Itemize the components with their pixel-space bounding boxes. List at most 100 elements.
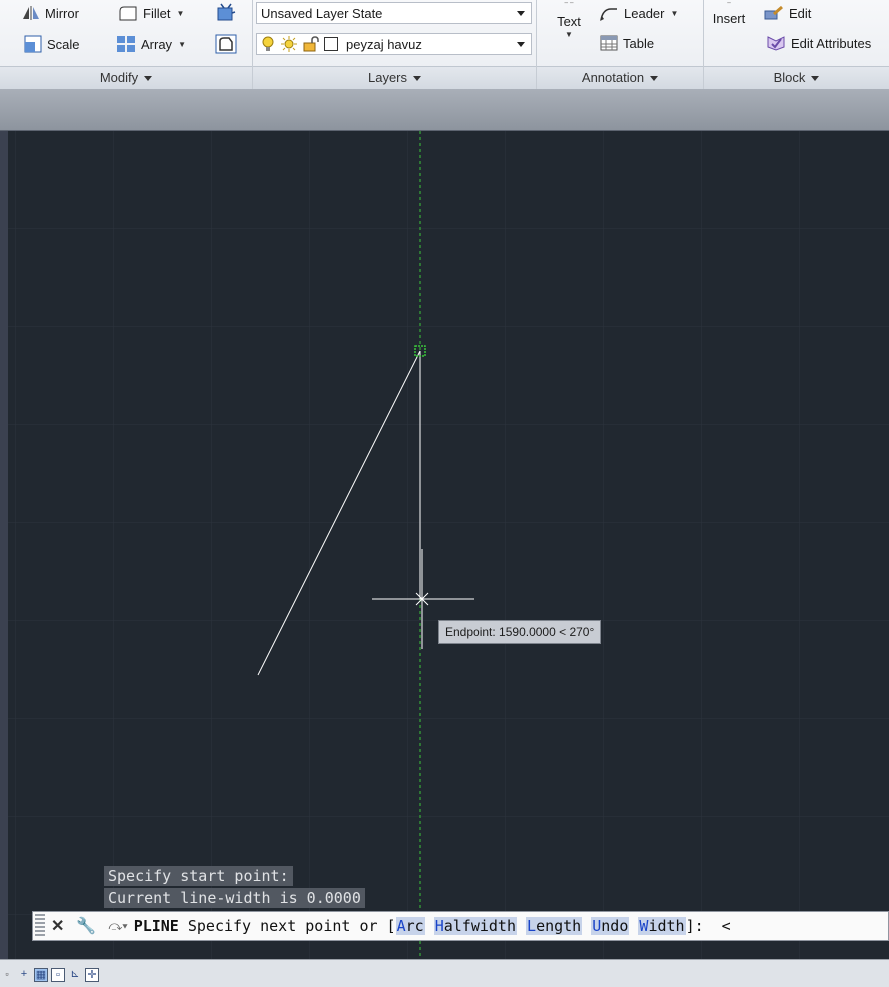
close-icon[interactable]: ✕ xyxy=(51,918,65,935)
array-dropdown-icon[interactable]: ▼ xyxy=(178,39,186,49)
array-icon xyxy=(117,36,135,52)
layer-state-select[interactable]: Unsaved Layer State xyxy=(256,2,532,24)
text-button[interactable]: ‾ ‾ Text ▼ xyxy=(551,2,587,41)
polar-icon[interactable]: ⊾ xyxy=(70,968,80,980)
table-button[interactable]: Table xyxy=(600,35,654,51)
mirror-button[interactable]: Mirror xyxy=(22,5,79,21)
chevron-down-icon xyxy=(144,76,153,82)
option-arc-key: A xyxy=(396,917,406,935)
option-width-key: W xyxy=(639,917,649,935)
modify-panel-title[interactable]: Modify xyxy=(0,66,252,89)
option-halfwidth[interactable]: Halfwidth xyxy=(433,917,517,935)
option-width-rest: idth xyxy=(648,917,685,935)
snap-icon[interactable]: ▫ xyxy=(5,969,9,979)
text-icon: ‾ ‾ xyxy=(564,2,574,12)
annotation-panel-title[interactable]: Annotation xyxy=(537,66,703,89)
table-label: Table xyxy=(623,35,655,51)
polyline-segment-diagonal xyxy=(257,350,421,676)
viewport-edge xyxy=(0,131,8,959)
option-length-key: L xyxy=(527,917,537,935)
command-history-line-2: Current line-width is 0.0000 xyxy=(104,888,365,908)
edit-attributes-icon xyxy=(767,36,785,51)
layer-select[interactable]: peyzaj havuz xyxy=(256,33,532,55)
recent-commands-icon[interactable]: ⤼▾ xyxy=(108,918,128,933)
table-icon xyxy=(600,35,618,51)
array-button[interactable]: Array ▼ xyxy=(116,35,186,53)
command-history-line-1: Specify start point: xyxy=(104,866,293,886)
command-suffix: ]: < xyxy=(685,917,731,935)
grid-display-icon[interactable]: ▦ xyxy=(34,968,48,982)
dynamic-input-tooltip: Endpoint: 1590.0000 < 270° xyxy=(438,620,602,644)
status-bar xyxy=(0,959,889,987)
scale-label: Scale xyxy=(47,36,80,52)
text-label: Text xyxy=(557,14,581,29)
block-panel: ‾ Insert Edit Edit Attributes Block xyxy=(704,0,889,89)
leader-label: Leader xyxy=(624,5,665,21)
insert-label: Insert xyxy=(712,11,746,26)
drawing-canvas[interactable] xyxy=(8,131,889,959)
explode-icon xyxy=(217,3,236,21)
command-prompt-text: Specify next point or [ xyxy=(187,917,396,935)
offset-icon xyxy=(215,34,237,54)
fillet-dropdown-icon[interactable]: ▼ xyxy=(176,8,185,18)
endpoint-marker xyxy=(414,345,426,357)
insert-button[interactable]: ‾ Insert xyxy=(709,2,749,27)
leader-button[interactable]: Leader ▼ xyxy=(599,5,678,21)
option-undo-rest: ndo xyxy=(601,917,629,935)
leader-icon xyxy=(600,8,617,21)
layers-panel-title[interactable]: Layers xyxy=(253,66,536,89)
option-halfwidth-key: H xyxy=(434,917,444,935)
edit-block-button[interactable]: Edit xyxy=(764,5,811,21)
option-arc-rest: rc xyxy=(405,917,424,935)
explode-button[interactable] xyxy=(215,3,242,23)
crosshair-x-marker xyxy=(415,592,429,606)
command-name: PLINE xyxy=(133,917,179,935)
ribbon: Mirror Fillet ▼ Scale Array ▼ Modify Uns… xyxy=(0,0,889,90)
command-prompt[interactable]: PLINE Specify next point or [Arc Halfwid… xyxy=(134,917,731,935)
sun-icon xyxy=(281,36,297,52)
file-tabs-bar xyxy=(0,89,889,132)
offset-button[interactable] xyxy=(215,34,242,54)
mirror-label: Mirror xyxy=(45,5,79,21)
current-layer-name: peyzaj havuz xyxy=(346,36,422,52)
grid xyxy=(8,131,889,959)
block-panel-title[interactable]: Block xyxy=(704,66,889,89)
option-arc[interactable]: Arc xyxy=(395,917,425,935)
layers-panel: Unsaved Layer State peyzaj havuz Layers xyxy=(253,0,537,89)
insert-icon: ‾ xyxy=(727,2,731,12)
chevron-down-icon: ▼ xyxy=(565,30,573,39)
option-width[interactable]: Width xyxy=(638,917,686,935)
modify-panel: Mirror Fillet ▼ Scale Array ▼ Modify xyxy=(0,0,253,89)
layer-color-swatch xyxy=(324,37,338,51)
chevron-down-icon xyxy=(517,11,525,16)
option-halfwidth-rest: alfwidth xyxy=(443,917,516,935)
drawing-svg xyxy=(8,131,889,959)
leader-dropdown-icon[interactable]: ▼ xyxy=(670,8,679,18)
fillet-button[interactable]: Fillet ▼ xyxy=(118,5,184,21)
option-undo-key: U xyxy=(592,917,602,935)
status-toggles: ▫ + ▦ ▫ ⊾ ✛ xyxy=(0,966,99,984)
block-edit-icon xyxy=(764,5,783,20)
command-line[interactable]: ✕ 🔧 ⤼▾ PLINE Specify next point or [Arc … xyxy=(32,911,889,941)
wrench-icon[interactable]: 🔧 xyxy=(76,918,97,935)
mirror-icon xyxy=(23,6,39,20)
crosshair-icon[interactable]: + xyxy=(20,968,28,980)
chevron-down-icon xyxy=(413,76,422,82)
option-length-rest: ength xyxy=(536,917,582,935)
option-undo[interactable]: Undo xyxy=(591,917,630,935)
annotation-footer-label: Annotation xyxy=(581,70,645,85)
edit-attributes-label: Edit Attributes xyxy=(791,35,872,51)
modify-footer-label: Modify xyxy=(99,70,139,85)
layer-state-value: Unsaved Layer State xyxy=(261,5,383,21)
chevron-down-icon xyxy=(650,76,659,82)
edit-attributes-button[interactable]: Edit Attributes xyxy=(766,35,871,51)
bulb-icon xyxy=(262,36,274,51)
fillet-icon xyxy=(119,6,137,21)
fillet-label: Fillet xyxy=(143,5,171,21)
drag-grip-icon[interactable] xyxy=(35,914,45,938)
option-length[interactable]: Length xyxy=(526,917,583,935)
osnap-icon[interactable]: ✛ xyxy=(85,968,99,982)
ortho-icon[interactable]: ▫ xyxy=(51,968,65,982)
annotation-panel: ‾ ‾ Text ▼ Leader ▼ Table Annotation xyxy=(537,0,704,89)
scale-button[interactable]: Scale xyxy=(24,35,80,53)
